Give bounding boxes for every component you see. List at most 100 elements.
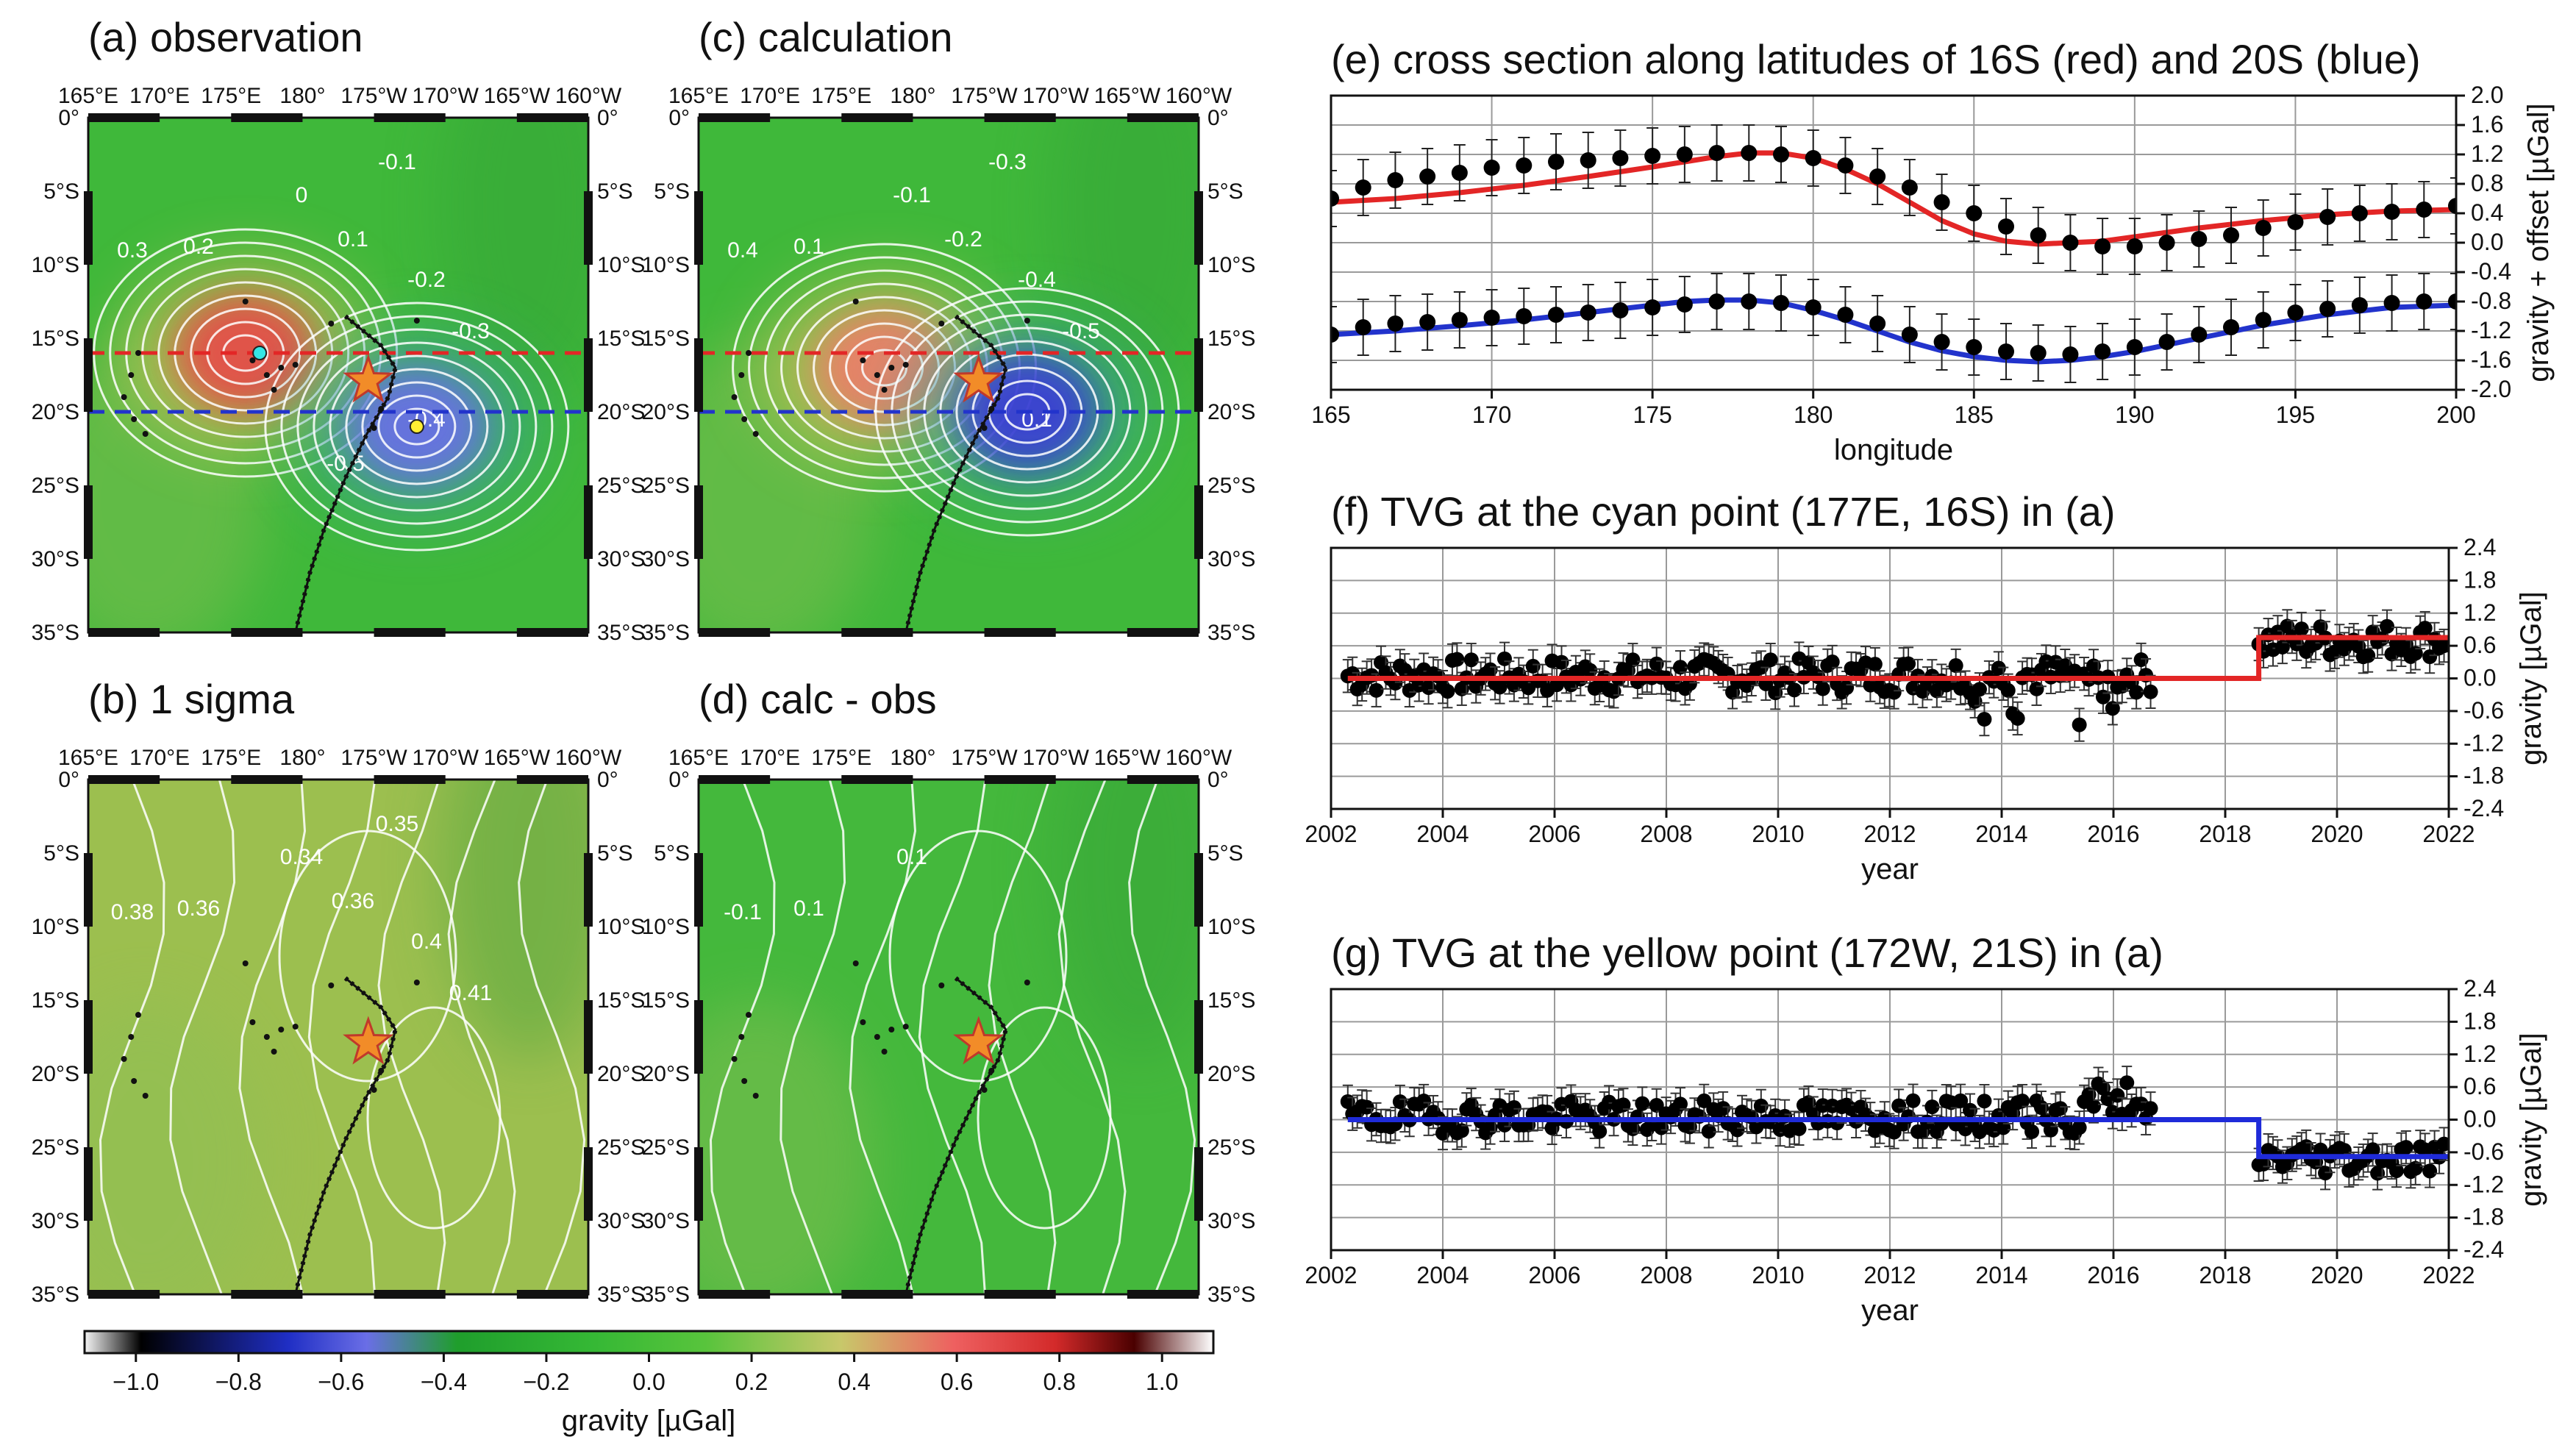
data-point bbox=[1454, 681, 1469, 696]
frame-bar bbox=[88, 1290, 160, 1299]
data-point bbox=[2015, 1094, 2030, 1109]
longitude-tick-label: 170°E bbox=[740, 746, 800, 770]
frame-bar bbox=[1194, 485, 1203, 559]
latitude-tick-label: 35°S bbox=[1207, 1283, 1255, 1307]
y-tick-label: 1.8 bbox=[2463, 566, 2496, 593]
frame-bar bbox=[1194, 338, 1203, 412]
contour-label: -0.1 bbox=[893, 183, 931, 207]
latitude-tick-label: 5°S bbox=[597, 841, 633, 866]
frame-bar bbox=[984, 113, 1056, 122]
y-tick-label: 1.2 bbox=[2471, 140, 2503, 167]
colorbar-tick-label: −0.6 bbox=[318, 1369, 364, 1395]
island bbox=[135, 1012, 141, 1018]
contour-line bbox=[264, 302, 570, 552]
data-point bbox=[1359, 1099, 1374, 1115]
data-point bbox=[2029, 681, 2044, 696]
data-point bbox=[1824, 655, 1840, 670]
latitude-tick-label: 5°S bbox=[654, 841, 690, 866]
island bbox=[242, 299, 249, 304]
contour-line bbox=[190, 307, 302, 399]
data-point bbox=[2398, 1140, 2413, 1155]
y-tick-label: -2.4 bbox=[2463, 1236, 2504, 1263]
longitude-tick-label: 175°W bbox=[951, 84, 1018, 108]
map-field: 0.38 0.36 0.34 0.36 0.35 0.4 0.41 bbox=[88, 780, 588, 1294]
frame-bar bbox=[694, 191, 703, 265]
data-point bbox=[2448, 198, 2456, 214]
x-tick-label: 2016 bbox=[2087, 1262, 2139, 1288]
data-point bbox=[2191, 231, 2208, 247]
data-point bbox=[2436, 1136, 2449, 1152]
longitude-tick-label: 180° bbox=[279, 84, 325, 108]
panel-title-d: (d) calc - obs bbox=[699, 676, 937, 722]
x-tick-label: 2008 bbox=[1640, 1262, 1692, 1288]
island bbox=[1024, 318, 1030, 324]
frame-bar bbox=[584, 191, 593, 265]
epicenter-star-icon bbox=[343, 354, 394, 403]
island bbox=[888, 365, 895, 371]
longitude-tick-label: 170°W bbox=[413, 84, 479, 108]
longitude-tick-label: 180° bbox=[279, 746, 325, 770]
frame-bar bbox=[984, 628, 1056, 637]
data-point bbox=[2416, 293, 2433, 310]
data-point bbox=[2052, 1101, 2068, 1116]
longitude-tick-label: 175°E bbox=[201, 746, 261, 770]
data-point bbox=[2062, 346, 2079, 363]
data-point bbox=[2223, 227, 2239, 243]
island bbox=[860, 1019, 866, 1025]
data-point bbox=[1773, 146, 1789, 163]
latitude-tick-label: 20°S bbox=[1207, 400, 1255, 424]
data-point bbox=[2143, 1101, 2158, 1116]
data-point bbox=[1901, 327, 1918, 343]
island bbox=[1024, 980, 1030, 985]
contour-line bbox=[345, 368, 489, 485]
data-point bbox=[1869, 315, 1886, 332]
data-point bbox=[1580, 304, 1596, 321]
chart-frame bbox=[1330, 988, 2450, 1252]
data-point bbox=[2417, 621, 2433, 636]
latitude-tick-label: 10°S bbox=[1207, 915, 1255, 939]
frame-bar bbox=[841, 775, 913, 784]
data-point bbox=[2380, 618, 2395, 634]
latitude-tick-label: 25°S bbox=[642, 1135, 690, 1160]
data-point bbox=[1730, 1122, 1745, 1138]
model-line bbox=[1331, 150, 2456, 247]
colorbar-tick-label: −0.4 bbox=[421, 1369, 467, 1395]
longitude-tick-label: 175°W bbox=[951, 746, 1018, 770]
y-tick-label: -1.2 bbox=[2463, 1171, 2504, 1197]
data-point bbox=[2158, 235, 2175, 251]
latitude-tick-label: 35°S bbox=[597, 1283, 645, 1307]
data-point bbox=[1708, 145, 1725, 161]
data-point bbox=[2010, 710, 2025, 726]
y-tick-label: -1.2 bbox=[2463, 730, 2504, 756]
epicenter-star-icon bbox=[953, 1016, 1005, 1065]
chart-frame bbox=[1330, 94, 2458, 391]
x-tick-label: 190 bbox=[2115, 402, 2154, 428]
contour-line bbox=[361, 381, 473, 472]
contour-line bbox=[447, 780, 516, 1294]
longitude-tick-label: 175°E bbox=[811, 746, 871, 770]
x-tick-label: 2010 bbox=[1752, 1262, 1804, 1288]
data-point bbox=[2255, 312, 2272, 328]
data-point bbox=[1548, 307, 1564, 323]
map-shading bbox=[1052, 118, 1199, 397]
data-point bbox=[1676, 146, 1693, 163]
data-point bbox=[2086, 658, 2102, 674]
frame-bar bbox=[88, 628, 160, 637]
latitude-tick-label: 25°S bbox=[1207, 1135, 1255, 1160]
latitude-tick-label: 20°S bbox=[597, 400, 645, 424]
y-tick-label: 0.8 bbox=[2471, 170, 2503, 196]
data-point bbox=[1953, 1093, 1969, 1108]
latitude-tick-label: 5°S bbox=[1207, 841, 1244, 866]
latitude-tick-label: 5°S bbox=[654, 179, 690, 204]
latitude-tick-label: 20°S bbox=[642, 1062, 690, 1086]
frame-bar bbox=[694, 1147, 703, 1221]
island bbox=[938, 982, 945, 988]
data-point bbox=[1716, 1101, 1731, 1116]
frame-bar bbox=[694, 338, 703, 412]
data-point bbox=[1901, 179, 1918, 196]
latitude-tick-label: 35°S bbox=[32, 621, 79, 645]
contour-line bbox=[307, 780, 377, 1294]
frame-bar bbox=[984, 775, 1056, 784]
x-tick-label: 175 bbox=[1633, 402, 1671, 428]
data-point bbox=[1516, 157, 1533, 174]
